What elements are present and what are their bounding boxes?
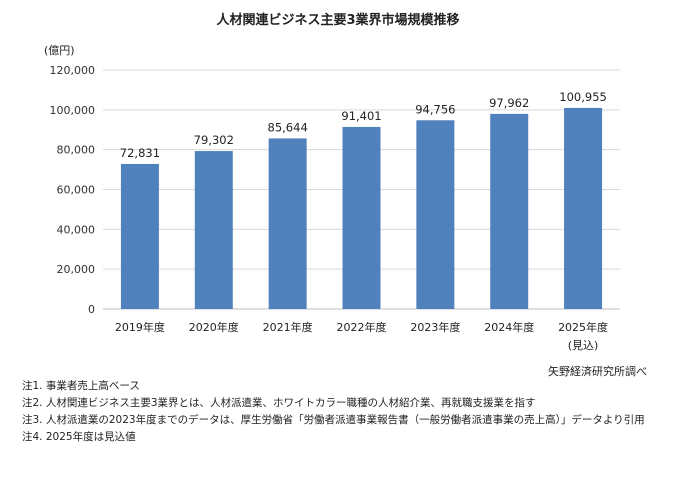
x-tick-label: 2020年度 <box>189 320 239 334</box>
chart-title: 人材関連ビジネス主要3業界市場規模推移 <box>216 12 459 28</box>
y-tick-label: 40,000 <box>57 223 96 236</box>
x-axis-labels: 2019年度 2020年度 2021年度 2022年度 2023年度 2024年度 2025… <box>115 320 608 352</box>
note-3: 注3. 人材派遣業の2023年度までのデータは、厚生労働省「労働者派遣事業報告書… <box>22 414 645 426</box>
x-tick-sublabel: (見込) <box>568 339 599 352</box>
note-2: 注2. 人材関連ビジネス主要3業界とは、人材派遣業、ホワイトカラー職種の人材紹介… <box>22 397 536 409</box>
value-label: 85,644 <box>268 120 308 134</box>
bar <box>416 120 455 309</box>
y-tick-label: 60,000 <box>57 184 96 197</box>
value-label: 72,831 <box>120 146 160 160</box>
bars <box>120 107 603 309</box>
y-tick-label: 80,000 <box>57 144 96 157</box>
value-label: 91,401 <box>341 109 381 123</box>
bar <box>490 113 529 309</box>
x-tick-label: 2023年度 <box>410 320 460 334</box>
value-label: 100,955 <box>559 90 607 104</box>
y-axis-unit-label: (億円) <box>44 44 75 57</box>
x-tick-label: 2019年度 <box>115 320 165 334</box>
y-tick-label: 100,000 <box>50 104 96 117</box>
value-labels: 72,831 79,302 85,644 91,401 94,756 97,962 100,… <box>120 90 607 160</box>
x-tick-label: 2024年度 <box>484 320 534 334</box>
note-1: 注1. 事業者売上高ベース <box>22 380 140 392</box>
value-label: 79,302 <box>194 133 234 147</box>
bar <box>564 107 603 309</box>
bar <box>342 126 381 309</box>
x-tick-label: 2021年度 <box>263 320 313 334</box>
notes: 注1. 事業者売上高ベース 注2. 人材関連ビジネス主要3業界とは、人材派遣業、… <box>22 378 662 446</box>
y-tick-label: 0 <box>88 303 95 316</box>
y-axis-ticks: 0 20,000 40,000 60,000 80,000 100,000 120,000 <box>50 64 96 316</box>
bar <box>268 138 307 309</box>
value-label: 97,962 <box>489 96 529 110</box>
y-tick-label: 20,000 <box>57 263 96 276</box>
value-label: 94,756 <box>415 102 455 116</box>
bar <box>120 163 159 309</box>
source-credit: 矢野経済研究所調べ <box>548 365 647 378</box>
bar <box>194 151 233 309</box>
x-tick-label: 2025年度 <box>558 320 608 334</box>
note-4: 注4. 2025年度は見込値 <box>22 431 136 443</box>
bar-chart: 人材関連ビジネス主要3業界市場規模推移 (億円) 0 20,000 40,000 60… <box>44 12 620 352</box>
y-tick-label: 120,000 <box>50 64 96 77</box>
x-tick-label: 2022年度 <box>337 320 387 334</box>
